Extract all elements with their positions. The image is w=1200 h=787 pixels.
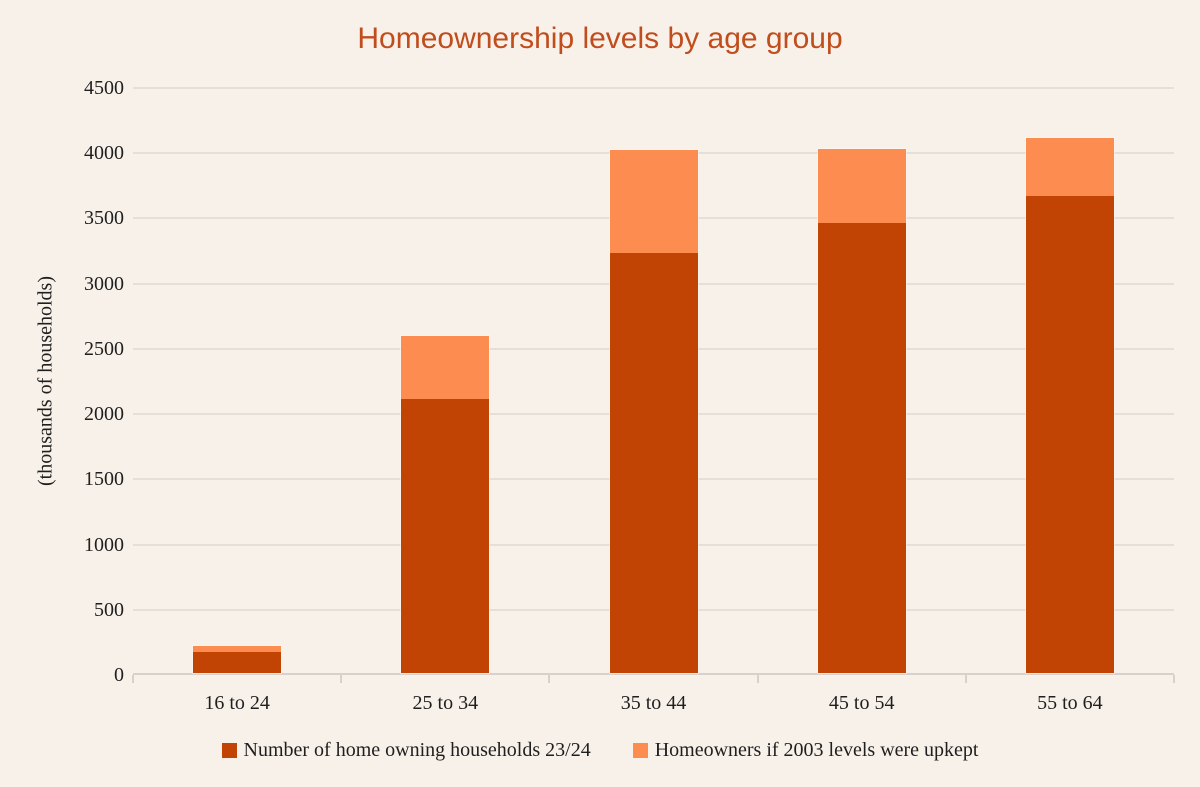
bar-group-55-to-64 [966, 88, 1174, 673]
bar-segment-2003-upkept [1025, 137, 1114, 196]
x-tick-label: 45 to 54 [828, 692, 895, 714]
stacked-bar [401, 336, 490, 673]
y-tick-label: 2500 [84, 337, 124, 360]
legend-label: Number of home owning households 23/24 [243, 739, 591, 761]
legend-item: Homeowners if 2003 levels were upkept [632, 739, 979, 762]
y-tick-label: 500 [94, 598, 124, 621]
x-axis-tick [132, 675, 134, 683]
legend-swatch-icon [632, 743, 648, 758]
bar-segment-owned-2324 [401, 399, 490, 673]
bar-segment-2003-upkept [401, 336, 490, 400]
x-tick-label: 25 to 34 [412, 692, 479, 714]
y-tick-label: 3000 [84, 272, 124, 295]
legend: Number of home owning households 23/24 Ho… [0, 739, 1200, 762]
legend-label: Homeowners if 2003 levels were upkept [654, 739, 979, 761]
y-tick-label: 1500 [84, 468, 124, 491]
x-axis-tick [756, 675, 759, 683]
y-tick-label: 3500 [84, 207, 124, 230]
y-tick-label: 4500 [84, 77, 124, 99]
bar-segment-owned-2324 [1025, 195, 1114, 673]
plot-area [132, 87, 1175, 683]
bar-group-35-to-44 [549, 88, 757, 673]
bar-segment-2003-upkept [609, 149, 698, 253]
x-axis-category-labels: 16 to 24 25 to 34 35 to 44 45 to 54 55 to 64 [133, 692, 1174, 715]
legend-swatch-icon [221, 743, 237, 758]
x-axis-tick [964, 675, 967, 683]
legend-item: Number of home owning households 23/24 [221, 739, 591, 762]
x-axis-tick [548, 675, 551, 683]
bar-group-45-to-54 [758, 88, 966, 673]
gridline [133, 87, 1174, 89]
x-tick-label: 16 to 24 [204, 692, 270, 714]
x-tick-label: 55 to 64 [1037, 692, 1103, 714]
bar-segment-2003-upkept [817, 148, 906, 223]
y-tick-label: 0 [114, 664, 124, 686]
bar-segment-owned-2324 [193, 652, 282, 673]
bars-container [133, 88, 1174, 673]
x-axis-tick [1173, 675, 1175, 683]
y-tick-label: 4000 [84, 142, 124, 165]
stacked-bar [1025, 137, 1114, 673]
bar-group-25-to-34 [341, 88, 549, 673]
chart-title: Homeownership levels by age group [357, 22, 843, 55]
x-tick-label: 35 to 44 [620, 692, 687, 714]
x-axis-tick [340, 675, 343, 683]
stacked-bar [609, 149, 698, 673]
bar-segment-owned-2324 [609, 252, 698, 673]
bar-segment-2003-upkept [193, 645, 282, 653]
stacked-bar [193, 645, 282, 673]
bar-segment-owned-2324 [817, 222, 906, 673]
y-tick-label: 1000 [84, 533, 124, 556]
y-axis-tick-labels: 0 500 1000 1500 2000 2500 3000 3500 4000 4500 [0, 0, 124, 787]
stacked-bar [817, 148, 906, 673]
y-tick-label: 2000 [84, 403, 124, 426]
bar-group-16-to-24 [133, 88, 341, 673]
